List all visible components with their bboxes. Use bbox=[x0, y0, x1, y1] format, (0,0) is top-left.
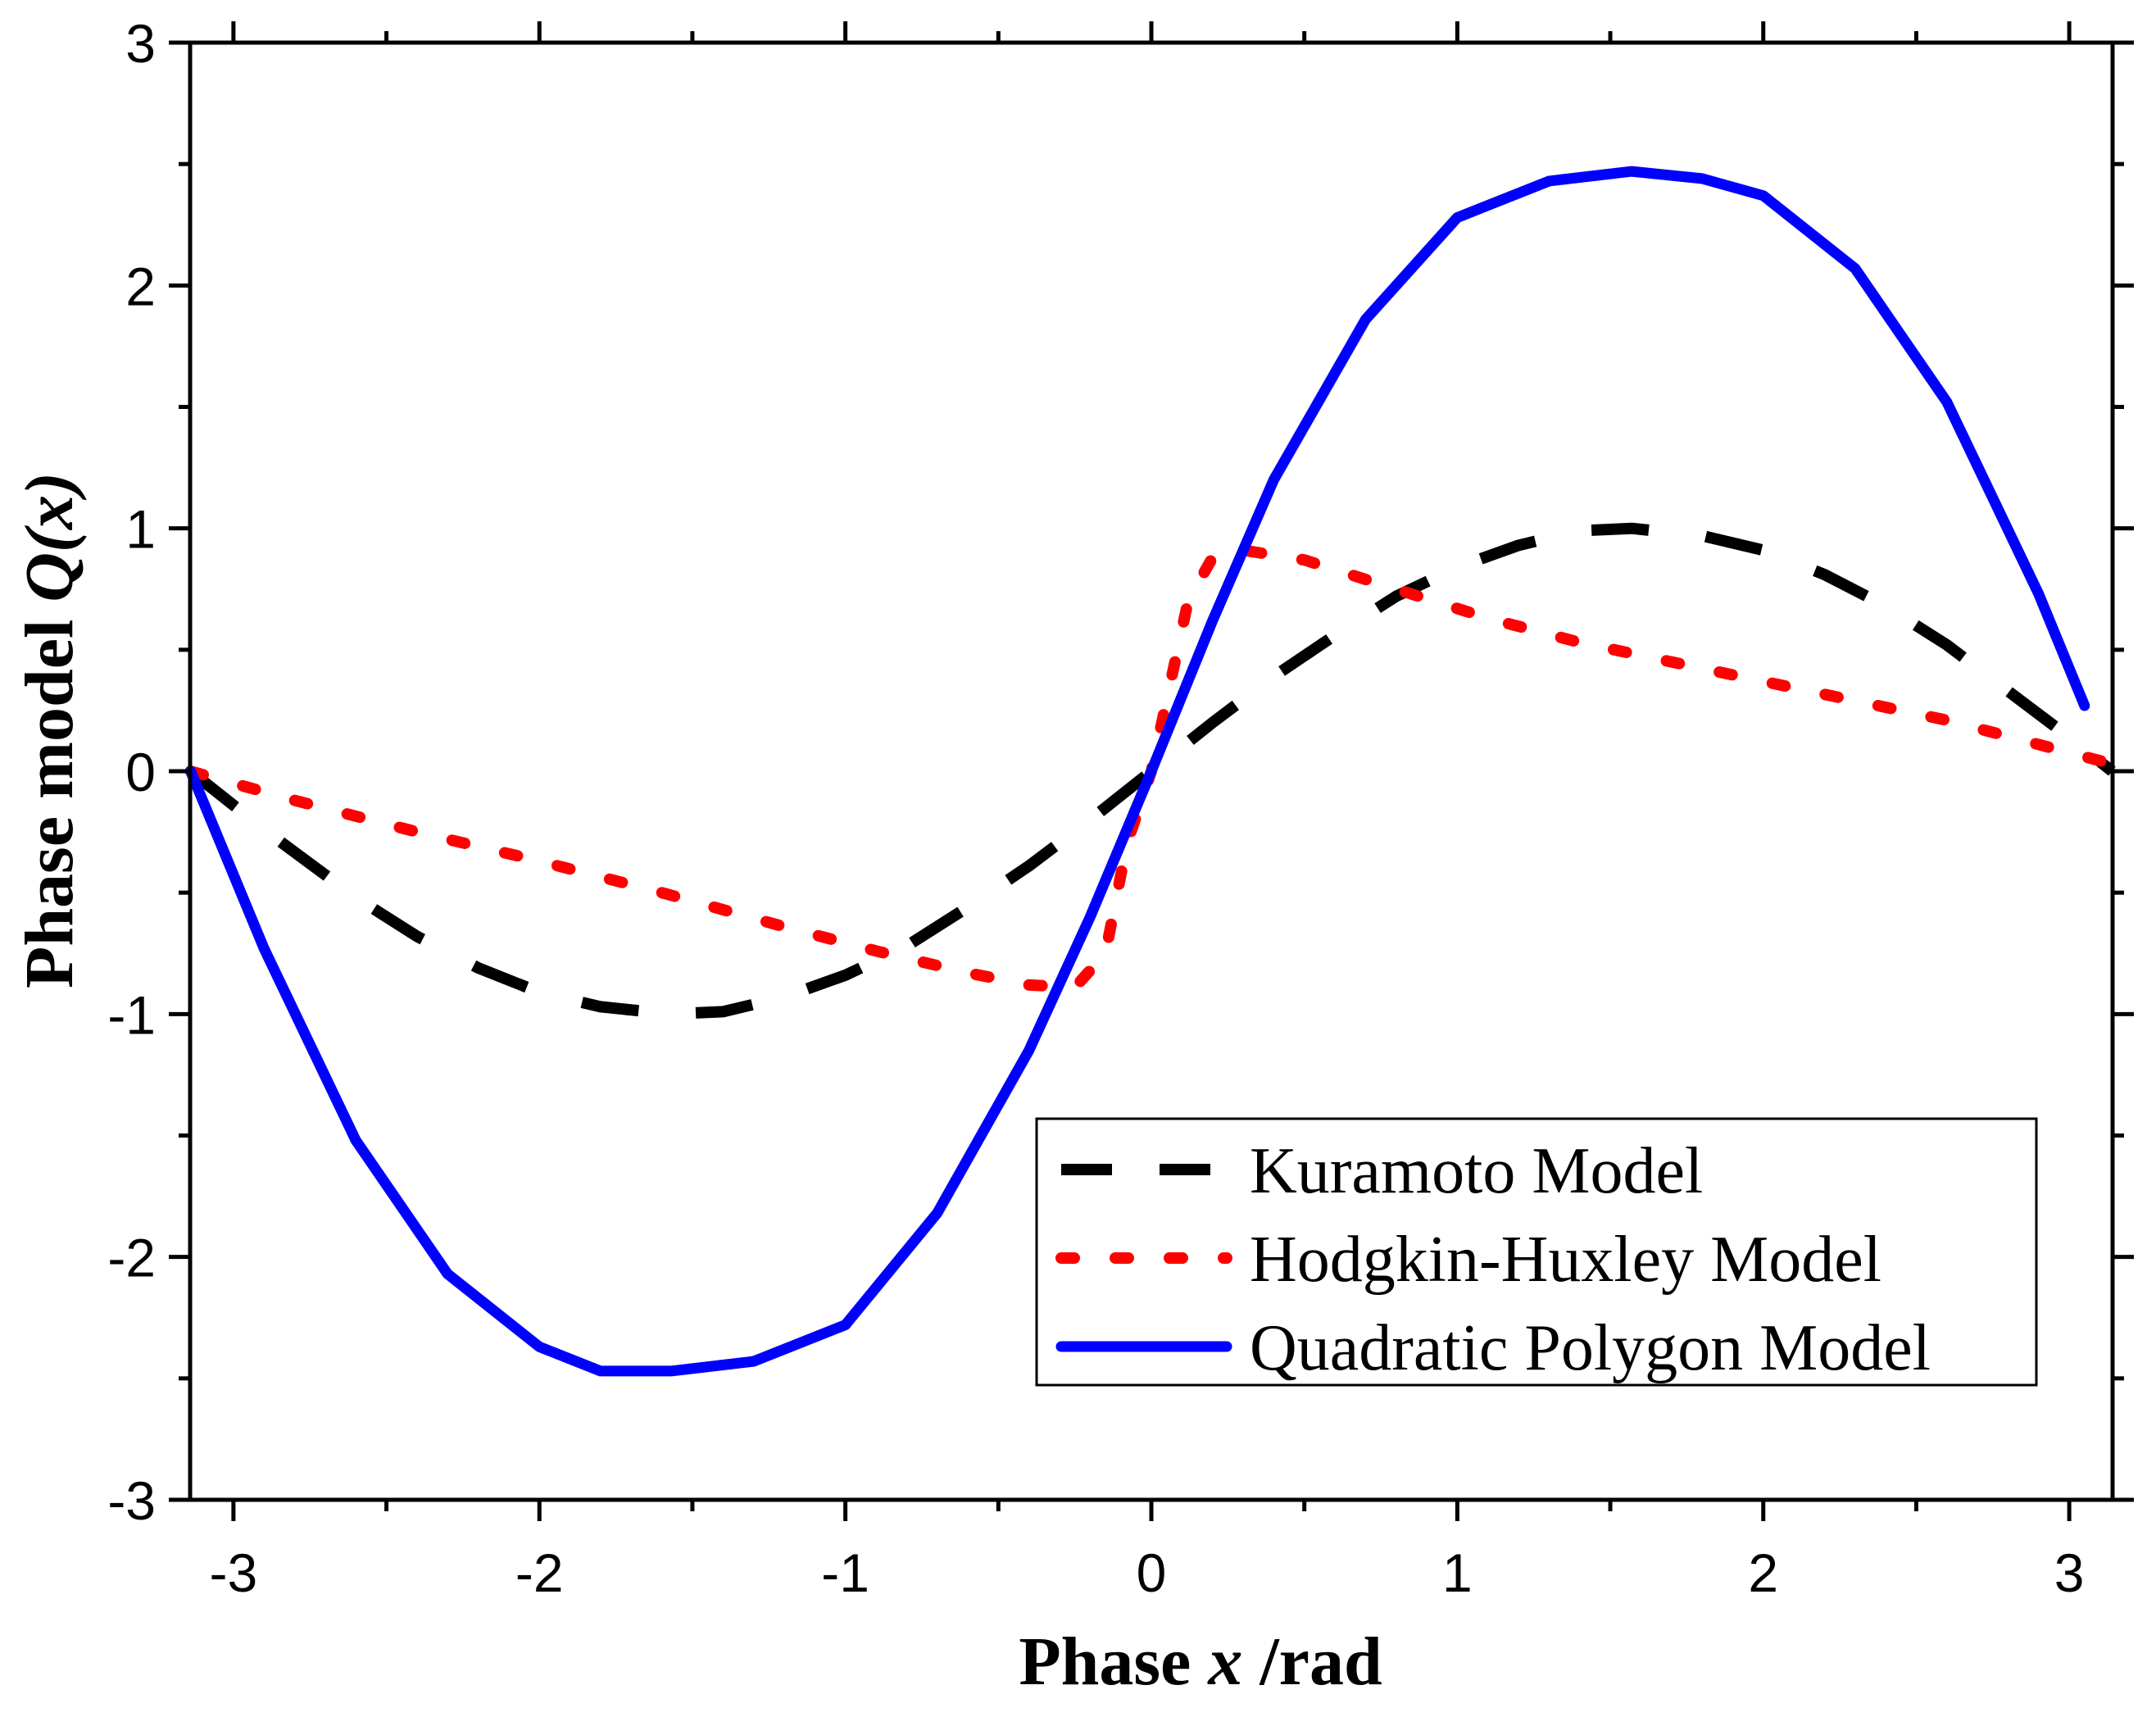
y-tick-label: -2 bbox=[107, 1228, 156, 1288]
legend-label-3: Quadratic Polygon Model bbox=[1250, 1312, 1931, 1384]
x-axis-title: Phase x /rad bbox=[1019, 1624, 1382, 1700]
x-tick-label: 3 bbox=[2054, 1542, 2085, 1603]
y-tick-label: 3 bbox=[125, 13, 156, 74]
x-tick-label: -1 bbox=[821, 1542, 869, 1603]
series-line-2 bbox=[184, 544, 2118, 993]
legend-label-1: Kuramoto Model bbox=[1250, 1135, 1703, 1207]
y-tick-label: -1 bbox=[107, 984, 156, 1045]
x-tick-label: -2 bbox=[515, 1542, 564, 1603]
x-tick-label: -3 bbox=[210, 1542, 258, 1603]
tick-labels-layer: -3 -2 -1 0 1 2 3 -3 -2 -1 0 1 2 3 bbox=[107, 13, 2084, 1603]
x-tick-label: 2 bbox=[1748, 1542, 1778, 1603]
y-tick-label: 1 bbox=[125, 499, 156, 560]
legend-label-2: Hodgkin-Huxley Model bbox=[1250, 1224, 1881, 1296]
x-tick-label: 1 bbox=[1442, 1542, 1473, 1603]
y-tick-label: -3 bbox=[107, 1470, 156, 1531]
y-axis-title: Phase model Q(x) bbox=[11, 472, 88, 988]
legend: Kuramoto Model Hodgkin-Huxley Model Quadra… bbox=[1035, 1117, 2038, 1387]
series-layer bbox=[184, 166, 2118, 1377]
series-line-3 bbox=[185, 166, 2090, 1377]
ticks-layer bbox=[169, 21, 2134, 1521]
legend-box bbox=[1035, 1117, 2038, 1387]
y-tick-label: 2 bbox=[125, 256, 156, 316]
y-tick-label: 0 bbox=[125, 742, 156, 802]
x-tick-label: 0 bbox=[1137, 1542, 1167, 1603]
